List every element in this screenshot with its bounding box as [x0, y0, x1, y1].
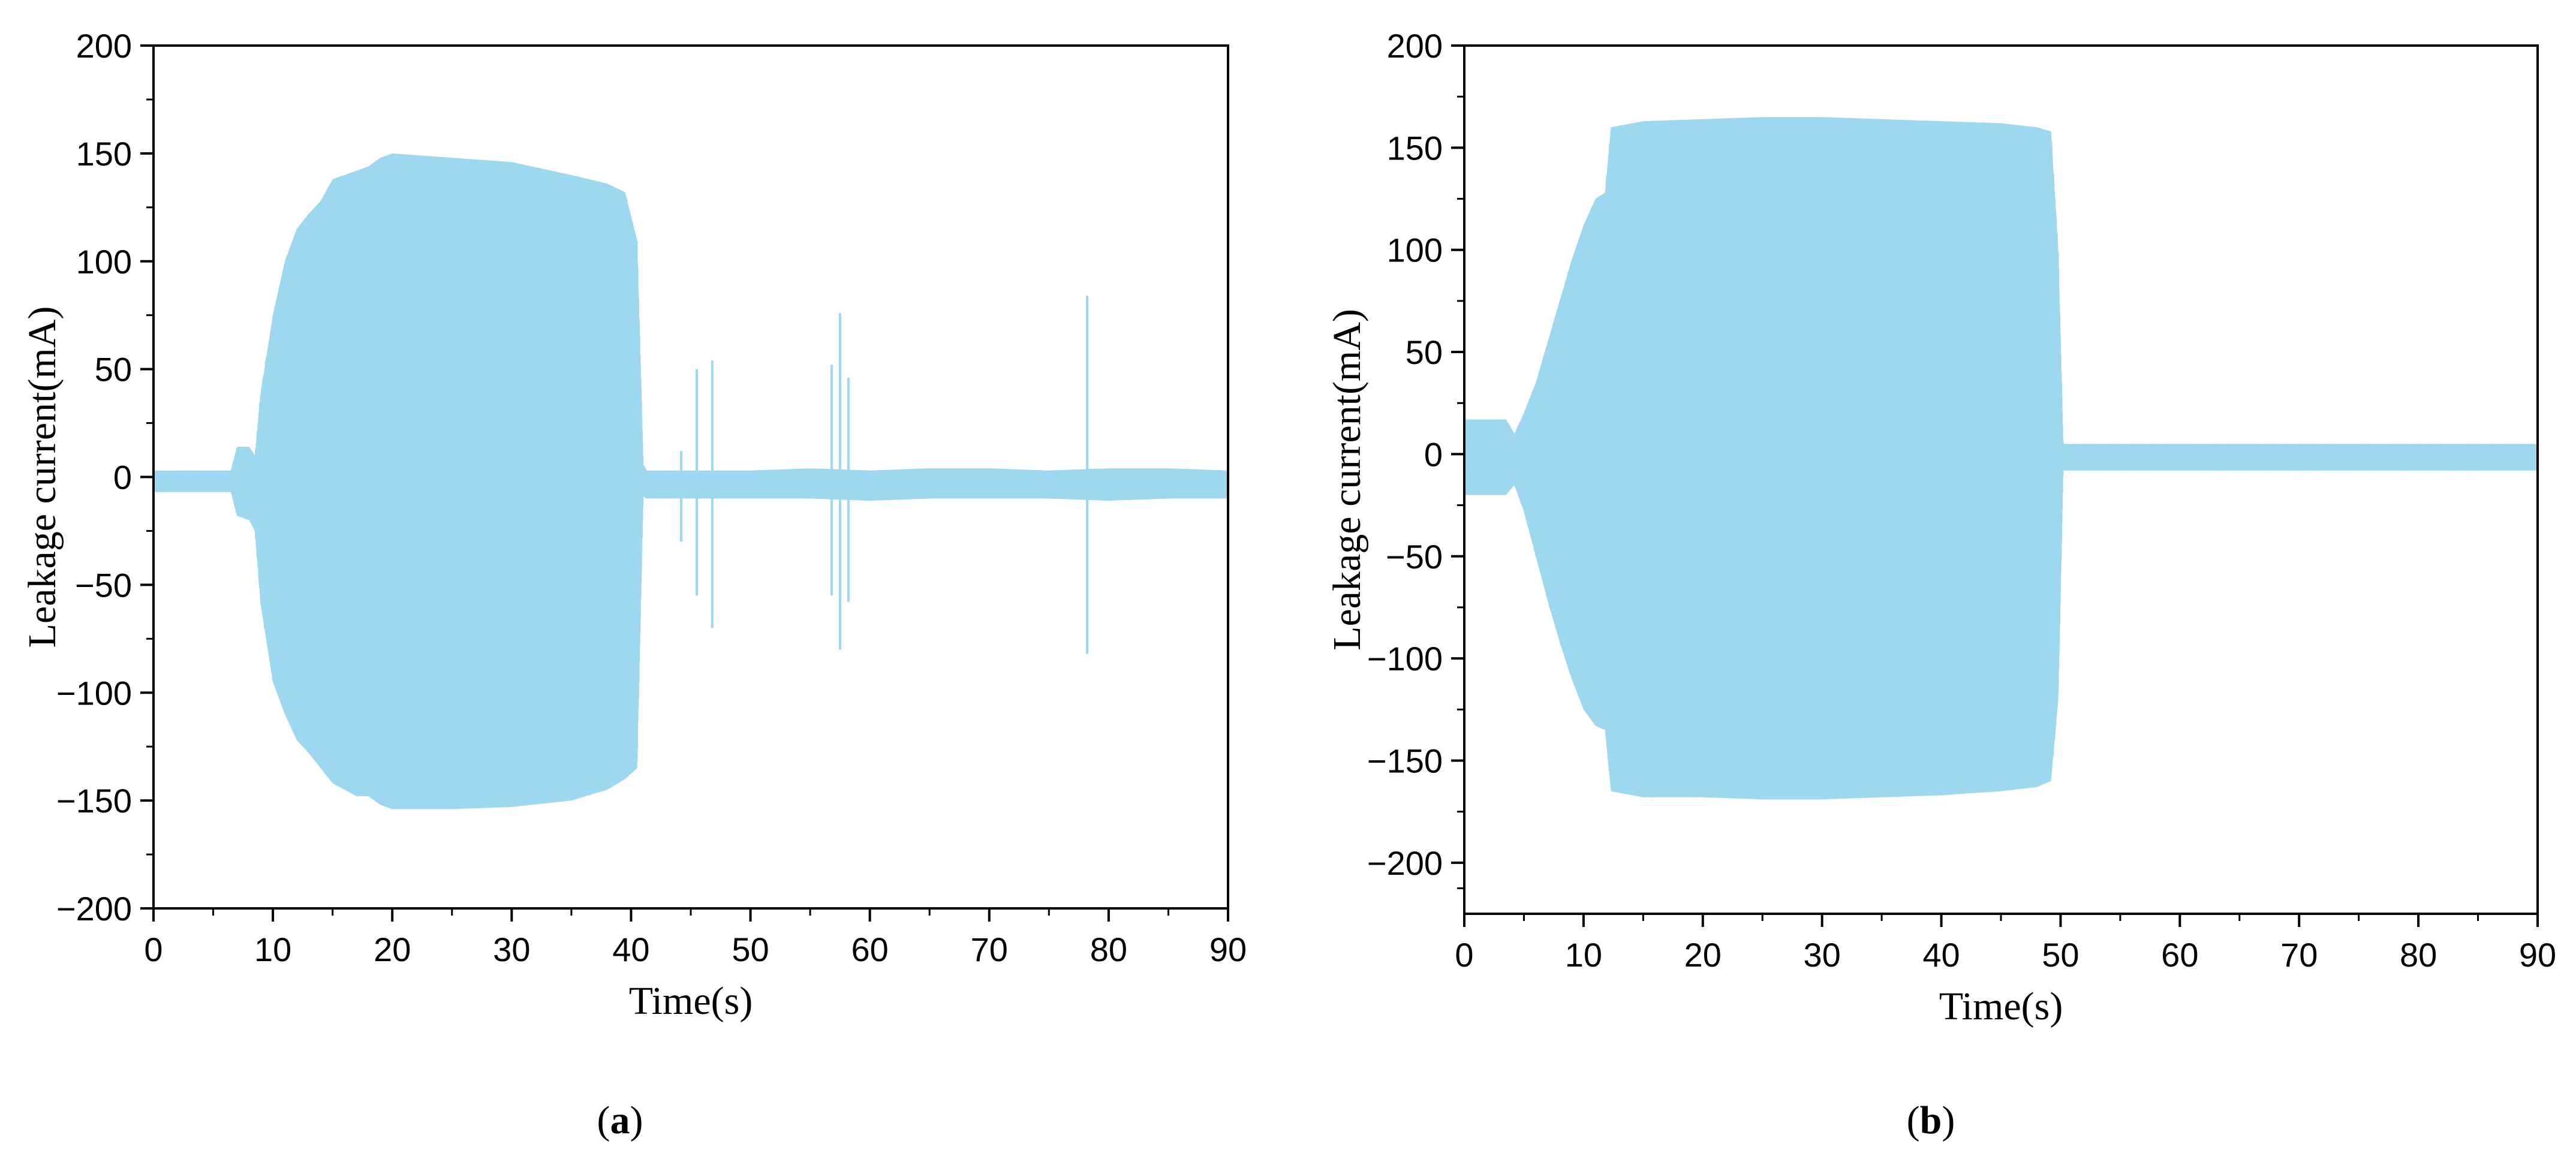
y-tick-label: 150	[76, 135, 132, 173]
y-tick-label: 0	[1424, 435, 1443, 473]
x-tick-label: 30	[1804, 936, 1841, 974]
y-tick-label: 0	[113, 459, 132, 496]
x-tick-label: 80	[1090, 931, 1127, 968]
panel-label: (b)	[1907, 1098, 1955, 1142]
panel-label-letter: b	[1920, 1098, 1942, 1142]
y-tick-label: −150	[1367, 742, 1443, 779]
y-tick-label: 150	[1387, 129, 1443, 167]
x-tick-label: 70	[971, 931, 1008, 968]
y-axis-label: Leakage current(mA)	[1325, 309, 1369, 651]
y-tick-label: −50	[1386, 538, 1443, 576]
y-axis-label: Leakage current(mA)	[20, 306, 64, 648]
x-tick-label: 50	[2042, 936, 2079, 974]
x-tick-label: 60	[851, 931, 889, 968]
x-tick-label: 0	[1455, 936, 1473, 974]
y-tick-label: −150	[56, 782, 132, 820]
signal-fill	[154, 153, 1228, 809]
y-tick-label: 50	[95, 351, 132, 389]
x-tick-label: 10	[1565, 936, 1602, 974]
x-tick-label: 0	[144, 931, 162, 968]
x-tick-label: 10	[254, 931, 291, 968]
x-tick-label: 30	[493, 931, 530, 968]
panel-label-close-paren: )	[1942, 1098, 1955, 1142]
y-tick-label: −100	[1367, 640, 1443, 678]
x-tick-label: 20	[374, 931, 411, 968]
x-axis-label: Time(s)	[629, 979, 753, 1023]
y-tick-label: 100	[76, 243, 132, 281]
signal-series	[154, 153, 1228, 809]
signal-fill	[1464, 117, 2538, 800]
y-tick-label: 200	[1387, 27, 1443, 65]
x-tick-label: 90	[2519, 936, 2556, 974]
y-tick-label: −200	[56, 890, 132, 928]
panel-label-open-paren: (	[1907, 1098, 1920, 1142]
y-tick-label: −50	[75, 566, 132, 604]
y-tick-label: 200	[76, 27, 132, 65]
y-tick-label: 50	[1406, 333, 1443, 371]
x-tick-label: 50	[732, 931, 769, 968]
x-tick-label: 20	[1684, 936, 1722, 974]
x-tick-label: 70	[2280, 936, 2318, 974]
y-tick-label: 100	[1387, 231, 1443, 269]
x-tick-label: 60	[2161, 936, 2198, 974]
panel-label-open-paren: (	[597, 1098, 610, 1142]
x-tick-label: 90	[1209, 931, 1247, 968]
y-tick-label: −100	[56, 674, 132, 712]
signal-series	[1464, 117, 2538, 800]
x-tick-label: 80	[2400, 936, 2437, 974]
x-tick-label: 40	[612, 931, 649, 968]
chart-panel-b: 0 10 20 30 40 50 60 70 80 90 −200 −150 −100 −50 0 50 100…	[1325, 27, 2556, 1142]
chart-panel-a: 0 10 20 30 40 50 60 70 80 90 −200 −150 −100 −50 0 50 100…	[20, 27, 1247, 1142]
panel-label-letter: a	[610, 1098, 630, 1142]
x-tick-label: 40	[1922, 936, 1960, 974]
x-axis-label: Time(s)	[1939, 985, 2063, 1028]
panel-label-close-paren: )	[630, 1098, 643, 1142]
panel-label: (a)	[597, 1098, 643, 1142]
y-tick-label: −200	[1367, 844, 1443, 882]
